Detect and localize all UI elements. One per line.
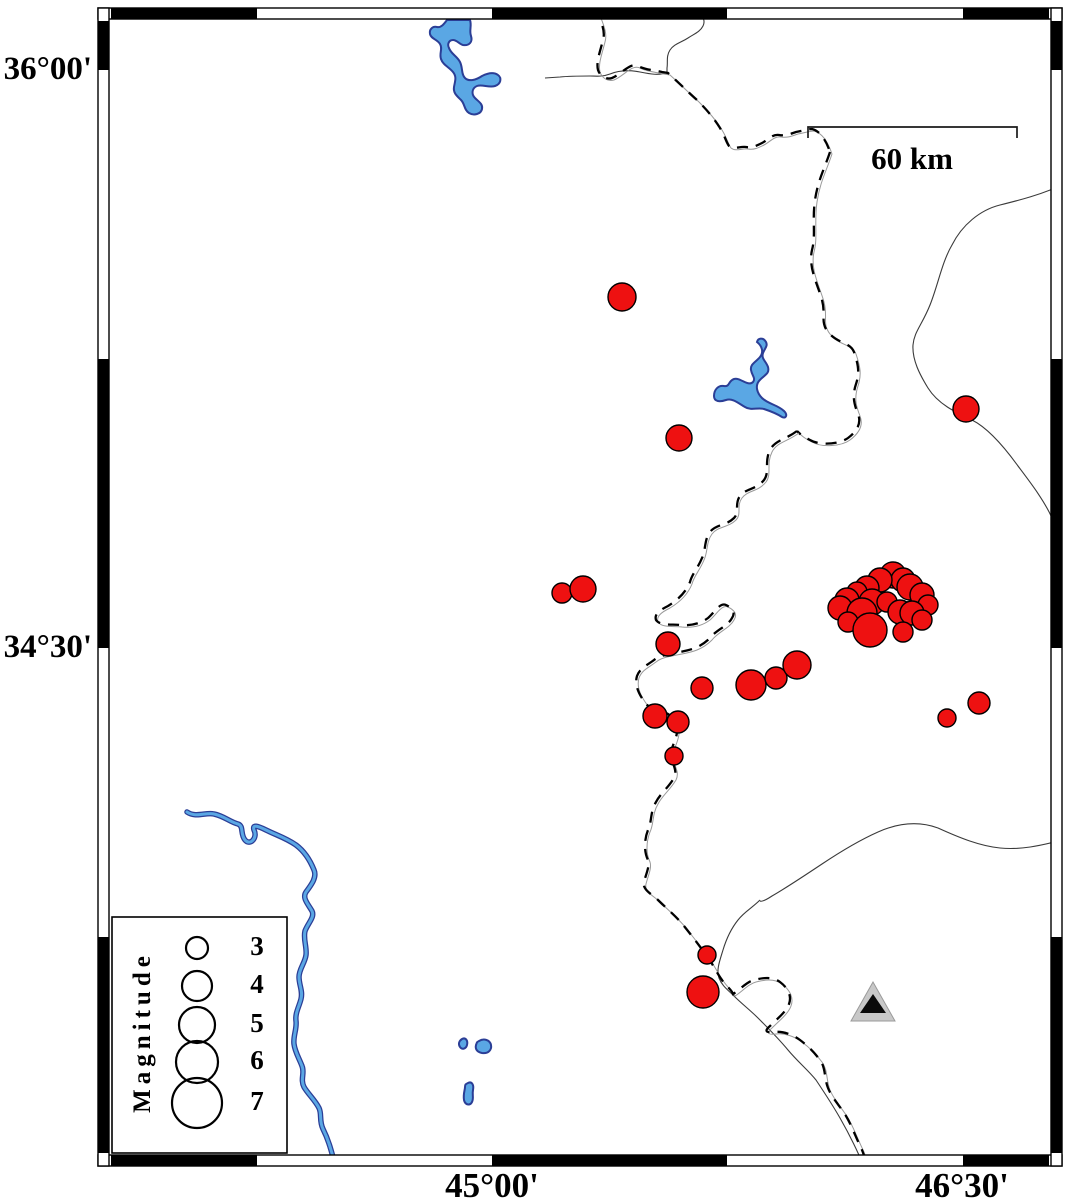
station-triangle-inner (860, 994, 886, 1013)
lake-middle (712, 337, 788, 419)
y-axis-label-34-30: 34°30' (3, 629, 92, 665)
river-southeast (759, 823, 1051, 902)
earthquake-marker (690, 676, 714, 700)
legend-mag-7-label: 7 (250, 1086, 264, 1116)
x-axis-label-45-00: 45°00' (445, 1166, 539, 1203)
lake-north (428, 19, 502, 116)
earthquake-marker (892, 621, 914, 643)
frame-top-black-segment (111, 8, 257, 19)
legend-circle-mag-4 (180, 969, 214, 1003)
earthquake-marker (764, 666, 788, 690)
earthquake-marker (937, 708, 957, 728)
earthquake-marker (607, 282, 637, 312)
frame-left-black-segment (98, 937, 109, 1153)
scale-bar-label: 60 km (871, 141, 953, 176)
earthquake-marker (665, 424, 693, 452)
frame-left-black-segment (98, 359, 109, 648)
earthquake-marker (666, 710, 690, 734)
border-central-south-companion (637, 432, 866, 1155)
scale-bar (807, 126, 1018, 138)
legend-circle-mag-7 (170, 1076, 224, 1130)
earthquake-marker (952, 395, 980, 423)
earthquake-marker (911, 609, 933, 631)
earthquake-marker (642, 703, 668, 729)
map-content (184, 19, 1051, 1155)
earthquake-marker (782, 650, 812, 680)
frame-bottom-black-segment (111, 1155, 257, 1166)
border-northeast-dashed (796, 151, 861, 445)
legend-box (111, 916, 288, 1154)
legend-circle-mag-5 (177, 1005, 217, 1045)
border-north-dashed (596, 19, 832, 153)
border-northeast-companion (798, 153, 862, 447)
frame-bottom-black-segment (492, 1155, 727, 1166)
frame-left-black-segment (98, 21, 109, 70)
frame-right-black-segment (1051, 359, 1062, 648)
legend-mag-4-label: 4 (250, 969, 264, 999)
earthquake-marker (655, 631, 681, 657)
pond-1 (457, 1037, 469, 1050)
river-north (544, 19, 705, 79)
earthquake-marker (664, 746, 684, 766)
earthquake-marker (686, 975, 720, 1009)
frame-right-black-segment (1051, 937, 1062, 1153)
frame-right-black-segment (1051, 21, 1062, 70)
frame-top-black-segment (963, 8, 1049, 19)
legend-mag-5-label: 5 (250, 1008, 264, 1038)
border-north-companion (599, 19, 833, 155)
earthquake-marker (551, 582, 573, 604)
x-axis-label-46-30: 46°30' (915, 1166, 1009, 1203)
pond-2 (474, 1038, 493, 1055)
earthquake-marker (697, 945, 717, 965)
earthquake-marker (735, 669, 767, 701)
earthquake-marker (967, 691, 991, 715)
frame-top-black-segment (492, 8, 727, 19)
y-axis-label-36-00: 36°00' (3, 51, 92, 87)
legend-circle-mag-6 (174, 1039, 220, 1085)
earthquake-marker (569, 575, 597, 603)
legend-mag-6-label: 6 (250, 1045, 264, 1075)
legend-title: Magnitude (129, 951, 156, 1113)
frame-bottom-black-segment (963, 1155, 1049, 1166)
river-east (912, 189, 1051, 518)
river-south (717, 899, 860, 1155)
legend-circle-mag-3 (184, 935, 210, 961)
legend-mag-3-label: 3 (250, 931, 264, 961)
border-central-south-dashed (635, 430, 866, 1155)
earthquake-marker (852, 612, 888, 648)
river-west (185, 810, 334, 1155)
pond-3 (462, 1081, 475, 1106)
